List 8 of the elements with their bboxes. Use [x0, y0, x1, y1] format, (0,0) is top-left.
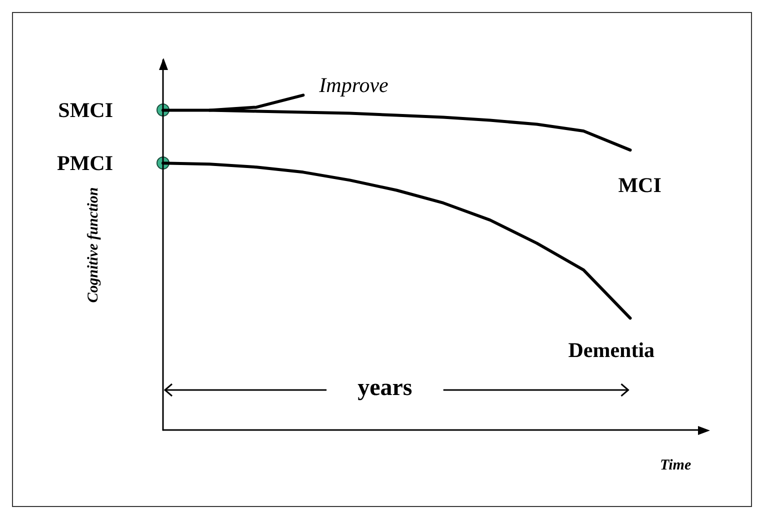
y-axis-title: Cognitive function	[86, 187, 102, 303]
series-label: Improve	[318, 73, 388, 98]
text: PMCI	[56, 150, 113, 178]
series-label: MCI	[618, 173, 662, 198]
x-axis-title: Time	[660, 458, 692, 474]
series-label: Dementia	[568, 338, 656, 362]
text: SMCI	[57, 97, 113, 124]
annotation: years	[356, 374, 414, 402]
